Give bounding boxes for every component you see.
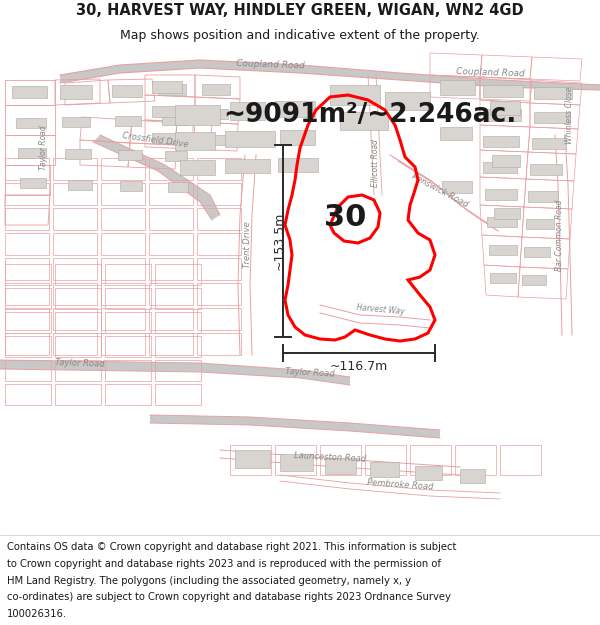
Bar [278, 158, 318, 172]
Text: co-ordinates) are subject to Crown copyright and database rights 2023 Ordnance S: co-ordinates) are subject to Crown copyr… [7, 592, 451, 602]
Text: Ellicott Road: Ellicott Road [371, 139, 380, 187]
Bar [325, 458, 356, 474]
Text: Crossfield Drive: Crossfield Drive [121, 131, 188, 149]
Polygon shape [150, 415, 440, 438]
Bar [12, 86, 47, 98]
Bar [115, 116, 141, 126]
Bar [526, 219, 554, 229]
Text: Coupland Road: Coupland Road [455, 68, 524, 79]
Bar [492, 155, 520, 167]
Bar [483, 136, 519, 147]
Bar [487, 217, 517, 227]
Bar [534, 112, 570, 123]
Polygon shape [60, 60, 600, 90]
Polygon shape [93, 135, 220, 220]
Bar [120, 181, 142, 191]
Text: Map shows position and indicative extent of the property.: Map shows position and indicative extent… [120, 29, 480, 42]
Text: Whinless Close: Whinless Close [566, 86, 575, 144]
Bar [152, 133, 178, 143]
Text: to Crown copyright and database rights 2023 and is reproduced with the permissio: to Crown copyright and database rights 2… [7, 559, 441, 569]
Bar [528, 191, 558, 202]
Bar [62, 117, 90, 127]
Bar [522, 275, 546, 285]
Bar [530, 164, 562, 175]
Text: 30: 30 [324, 202, 366, 231]
Text: Trent Drive: Trent Drive [244, 222, 253, 268]
Bar [490, 101, 520, 115]
Text: HM Land Registry. The polygons (including the associated geometry, namely x, y: HM Land Registry. The polygons (includin… [7, 576, 411, 586]
Bar [175, 132, 215, 150]
Bar [230, 102, 265, 120]
Text: Contains OS data © Crown copyright and database right 2021. This information is : Contains OS data © Crown copyright and d… [7, 542, 457, 552]
Bar [440, 127, 472, 140]
Text: ~153.5m: ~153.5m [272, 212, 286, 270]
Text: Taylor Road: Taylor Road [285, 368, 335, 379]
Bar [280, 130, 315, 145]
Bar [534, 87, 572, 99]
Text: Taylor Road: Taylor Road [40, 126, 49, 170]
Bar [118, 150, 142, 160]
Text: Bar Common Road: Bar Common Road [556, 199, 565, 271]
Text: 100026316.: 100026316. [7, 609, 67, 619]
Text: Harvest Way: Harvest Way [356, 303, 404, 317]
Text: 30, HARVEST WAY, HINDLEY GREEN, WIGAN, WN2 4GD: 30, HARVEST WAY, HINDLEY GREEN, WIGAN, W… [76, 3, 524, 18]
Bar [175, 105, 220, 125]
Polygon shape [0, 360, 350, 385]
Bar [225, 159, 270, 173]
Bar [460, 469, 485, 483]
Bar [275, 101, 315, 117]
Bar [60, 85, 92, 99]
Bar [532, 138, 566, 149]
Bar [165, 151, 187, 161]
Bar [485, 189, 517, 200]
Bar [494, 208, 520, 219]
Bar [112, 85, 142, 97]
Bar [152, 106, 180, 117]
Bar [235, 450, 270, 468]
Text: ~9091m²/~2.246ac.: ~9091m²/~2.246ac. [223, 102, 517, 128]
Bar [280, 454, 313, 471]
Bar [16, 118, 46, 128]
Text: ~116.7m: ~116.7m [330, 361, 388, 374]
Bar [370, 462, 399, 477]
Bar [18, 148, 46, 158]
Bar [415, 466, 442, 480]
Text: Taylor Road: Taylor Road [55, 357, 105, 368]
Bar [68, 180, 92, 190]
Bar [180, 160, 215, 175]
Bar [385, 92, 430, 110]
Bar [65, 149, 91, 159]
Bar [483, 162, 517, 173]
Bar [440, 80, 475, 95]
Bar [162, 115, 186, 125]
Bar [483, 109, 521, 121]
Bar [489, 245, 517, 255]
Text: Coupland Road: Coupland Road [236, 59, 304, 71]
Bar [524, 247, 550, 257]
Bar [158, 84, 186, 95]
Bar [490, 273, 516, 283]
Bar [483, 85, 523, 97]
Bar [168, 182, 188, 192]
Bar [152, 81, 182, 93]
Bar [340, 112, 388, 130]
Bar [442, 181, 472, 193]
Bar [202, 135, 226, 145]
Bar [225, 131, 275, 147]
Text: Penswick Road: Penswick Road [410, 171, 470, 209]
Bar [202, 84, 230, 95]
Text: Pembroke Road: Pembroke Road [367, 478, 433, 492]
Text: Launceston Road: Launceston Road [294, 451, 366, 463]
Bar [202, 109, 228, 119]
Bar [20, 178, 46, 188]
Bar [330, 85, 380, 105]
